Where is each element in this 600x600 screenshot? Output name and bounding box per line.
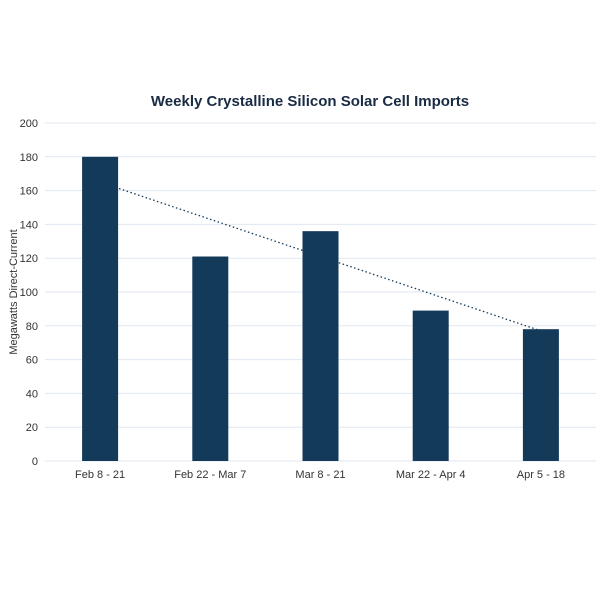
y-tick-label: 0 xyxy=(32,456,38,468)
y-tick-label: 60 xyxy=(26,355,38,367)
x-tick-labels: Feb 8 - 21 Feb 22 - Mar 7 Mar 8 - 21 Mar 22… xyxy=(75,469,565,481)
x-tick-label: Feb 22 - Mar 7 xyxy=(174,469,246,481)
bar-2 xyxy=(192,256,229,461)
y-tick-label: 200 xyxy=(20,118,38,130)
y-axis-label: Megawatts Direct-Current xyxy=(8,229,20,354)
y-tick-label: 100 xyxy=(20,287,38,299)
x-tick-label: Mar 22 - Apr 4 xyxy=(396,469,466,481)
bar-1 xyxy=(82,156,119,462)
x-tick-label: Apr 5 - 18 xyxy=(517,469,565,481)
x-tick-label: Mar 8 - 21 xyxy=(295,469,345,481)
trendline xyxy=(99,181,542,332)
y-tick-label: 40 xyxy=(26,388,38,400)
y-tick-label: 180 xyxy=(20,152,38,164)
y-tick-label: 120 xyxy=(20,253,38,265)
y-tick-label: 80 xyxy=(26,321,38,333)
x-tick-label: Feb 8 - 21 xyxy=(75,469,125,481)
y-tick-labels: 0 20 40 60 80 100 120 140 160 180 200 xyxy=(20,118,38,468)
y-tick-label: 20 xyxy=(26,422,38,434)
bars xyxy=(82,156,559,462)
y-tick-label: 140 xyxy=(20,219,38,231)
bar-5 xyxy=(522,329,559,461)
chart-title: Weekly Crystalline Silicon Solar Cell Im… xyxy=(151,93,469,110)
bar-4 xyxy=(412,310,449,461)
bar-3 xyxy=(302,231,339,461)
y-tick-label: 160 xyxy=(20,186,38,198)
